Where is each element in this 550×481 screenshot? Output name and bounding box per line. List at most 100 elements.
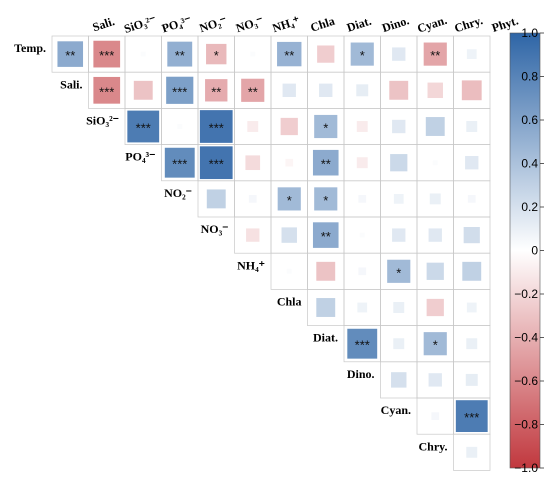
top-label: PO₄³⁻: [160, 13, 193, 36]
significance-stars: *: [287, 193, 292, 208]
top-label: Chry.: [453, 13, 485, 35]
significance-stars: **: [211, 84, 221, 99]
top-label: Sali.: [91, 14, 117, 34]
heatmap-grid: [51, 35, 491, 471]
colorbar-tick-label: −0.4: [514, 331, 538, 345]
colorbar-tick-label: −0.2: [514, 287, 538, 301]
colorbar-tick-label: 0.8: [521, 70, 538, 84]
correlation-square: [426, 262, 444, 280]
correlation-square: [248, 195, 257, 203]
correlation-square: [462, 261, 482, 281]
correlation-square: [314, 187, 338, 211]
top-label: SiO₃²⁻: [122, 12, 158, 35]
correlation-square: [316, 261, 336, 281]
correlation-square: [245, 155, 261, 171]
correlation-square: [431, 412, 440, 420]
row-label: PO₄³⁻: [125, 150, 155, 164]
row-label: Sali.: [60, 77, 82, 91]
row-label: SiO₃²⁻: [86, 114, 119, 128]
significance-stars: ***: [355, 338, 370, 353]
correlation-square: [466, 49, 477, 59]
significance-stars: ***: [464, 410, 479, 425]
correlation-square: [392, 47, 406, 61]
top-label: Chla: [309, 14, 337, 35]
correlation-square: [277, 41, 302, 67]
row-label: NO₂⁻: [164, 186, 192, 200]
top-label: Diat.: [345, 14, 373, 35]
correlation-square: [166, 76, 194, 104]
correlation-square: [127, 110, 160, 143]
correlation-square: [164, 147, 195, 178]
correlation-square: [358, 267, 367, 276]
correlation-square: [432, 160, 438, 166]
correlation-square: [358, 195, 367, 203]
correlation-square: [356, 121, 368, 132]
correlation-square: [467, 195, 476, 203]
significance-stars: ***: [172, 84, 187, 99]
significance-stars: *: [360, 48, 365, 63]
correlation-square: [359, 232, 365, 238]
correlation-square: [350, 42, 374, 66]
top-label: NO₂⁻: [198, 13, 229, 35]
significance-stars: ***: [172, 157, 187, 172]
correlation-square: [455, 400, 488, 433]
heatmap-cells: ** *** ** * ** * ***** *** ** ***** *** **** *** *** *…: [57, 40, 488, 458]
significance-stars: **: [65, 48, 75, 63]
correlation-square: [167, 41, 193, 67]
correlation-square: [465, 373, 478, 386]
top-label: Dino.: [380, 13, 411, 35]
significance-stars: **: [430, 48, 440, 63]
row-label: Chla: [277, 295, 302, 309]
correlation-square: [391, 372, 407, 388]
colorbar-tick-label: −1.0: [514, 461, 538, 475]
correlation-square: [393, 194, 404, 204]
row-label: Cyan.: [381, 403, 411, 417]
correlation-square: [241, 78, 265, 102]
correlation-square: [427, 82, 443, 99]
correlation-square: [247, 121, 259, 132]
top-label: NO₃⁻: [234, 13, 265, 35]
correlation-square: [466, 338, 478, 350]
correlation-square: [317, 45, 335, 63]
significance-stars: *: [323, 193, 328, 208]
top-label: Cyan.: [415, 13, 448, 36]
correlation-square: [465, 156, 479, 170]
correlation-square: [312, 222, 339, 248]
row-label: Temp.: [14, 41, 46, 55]
significance-stars: *: [396, 265, 401, 280]
correlation-square: [393, 302, 405, 313]
colorbar-tick-label: 0.6: [521, 113, 538, 127]
correlation-square: [314, 114, 338, 139]
correlation-square: [392, 119, 406, 134]
colorbar-tick-label: 1.0: [521, 26, 538, 40]
correlation-square: [425, 117, 445, 136]
correlation-square: [133, 80, 153, 100]
correlation-square: [281, 227, 297, 243]
significance-stars: **: [248, 84, 258, 99]
significance-stars: **: [284, 48, 294, 63]
correlation-square: [356, 84, 369, 97]
correlation-square: [463, 227, 480, 244]
correlation-square: [205, 79, 228, 102]
correlation-square: [357, 302, 368, 313]
significance-stars: ***: [209, 157, 224, 172]
correlation-square: [392, 228, 406, 242]
correlation-square: [206, 189, 226, 209]
correlation-square: [389, 80, 409, 100]
top-axis-labels: Sali. SiO₃²⁻ PO₄³⁻ NO₂⁻ NO₃⁻ NH₄⁺ Chla Diat. Din…: [91, 12, 520, 35]
row-label: NH₄⁺: [237, 258, 265, 272]
correlation-square: [390, 154, 408, 172]
colorbar: [509, 32, 541, 469]
correlation-square: [428, 373, 442, 387]
significance-stars: **: [175, 48, 185, 63]
colorbar-tick-label: 0.2: [521, 200, 538, 214]
significance-stars: ***: [99, 48, 114, 63]
correlation-square: [319, 83, 333, 97]
correlation-square: [285, 158, 294, 167]
colorbar-tick-label: 0: [531, 244, 538, 258]
correlation-square: [250, 51, 256, 57]
colorbar-ticks: 1.0 0.8 0.6 0.4 0.2 0 −0.2 −0.4 −0.6 −0.8 −1.0: [514, 26, 544, 475]
significance-stars: ***: [99, 84, 114, 99]
correlation-square: [199, 110, 233, 143]
